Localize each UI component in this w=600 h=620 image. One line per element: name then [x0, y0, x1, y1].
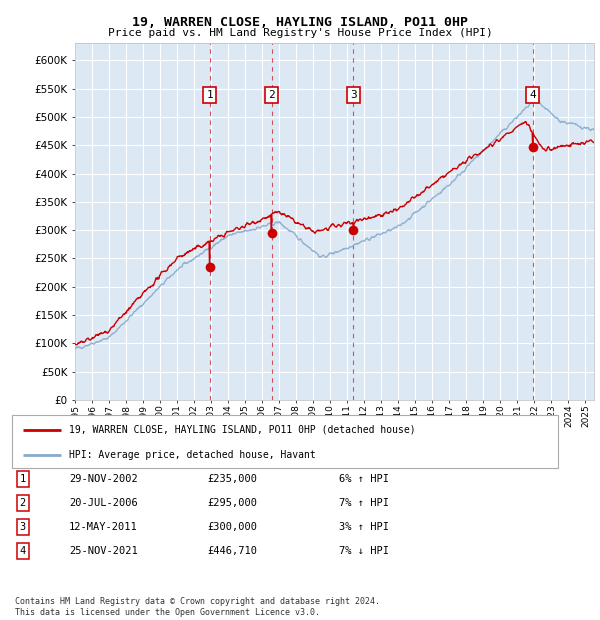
Text: 4: 4	[20, 546, 26, 556]
Text: 19, WARREN CLOSE, HAYLING ISLAND, PO11 0HP (detached house): 19, WARREN CLOSE, HAYLING ISLAND, PO11 0…	[70, 425, 416, 435]
Text: 19, WARREN CLOSE, HAYLING ISLAND, PO11 0HP: 19, WARREN CLOSE, HAYLING ISLAND, PO11 0…	[132, 16, 468, 29]
Text: 20-JUL-2006: 20-JUL-2006	[69, 498, 138, 508]
Text: 2: 2	[268, 90, 275, 100]
Text: 1: 1	[206, 90, 213, 100]
Text: Contains HM Land Registry data © Crown copyright and database right 2024.
This d: Contains HM Land Registry data © Crown c…	[15, 598, 380, 617]
Text: £300,000: £300,000	[207, 522, 257, 532]
Text: 29-NOV-2002: 29-NOV-2002	[69, 474, 138, 484]
Text: 7% ↓ HPI: 7% ↓ HPI	[339, 546, 389, 556]
Text: £295,000: £295,000	[207, 498, 257, 508]
Text: 7% ↑ HPI: 7% ↑ HPI	[339, 498, 389, 508]
Text: Price paid vs. HM Land Registry's House Price Index (HPI): Price paid vs. HM Land Registry's House …	[107, 28, 493, 38]
Text: 25-NOV-2021: 25-NOV-2021	[69, 546, 138, 556]
Text: 3% ↑ HPI: 3% ↑ HPI	[339, 522, 389, 532]
Text: £235,000: £235,000	[207, 474, 257, 484]
Text: 12-MAY-2011: 12-MAY-2011	[69, 522, 138, 532]
Text: 4: 4	[529, 90, 536, 100]
Text: 2: 2	[20, 498, 26, 508]
Text: 6% ↑ HPI: 6% ↑ HPI	[339, 474, 389, 484]
Text: 3: 3	[20, 522, 26, 532]
Text: HPI: Average price, detached house, Havant: HPI: Average price, detached house, Hava…	[70, 450, 316, 460]
Text: 3: 3	[350, 90, 357, 100]
Text: 1: 1	[20, 474, 26, 484]
Text: £446,710: £446,710	[207, 546, 257, 556]
